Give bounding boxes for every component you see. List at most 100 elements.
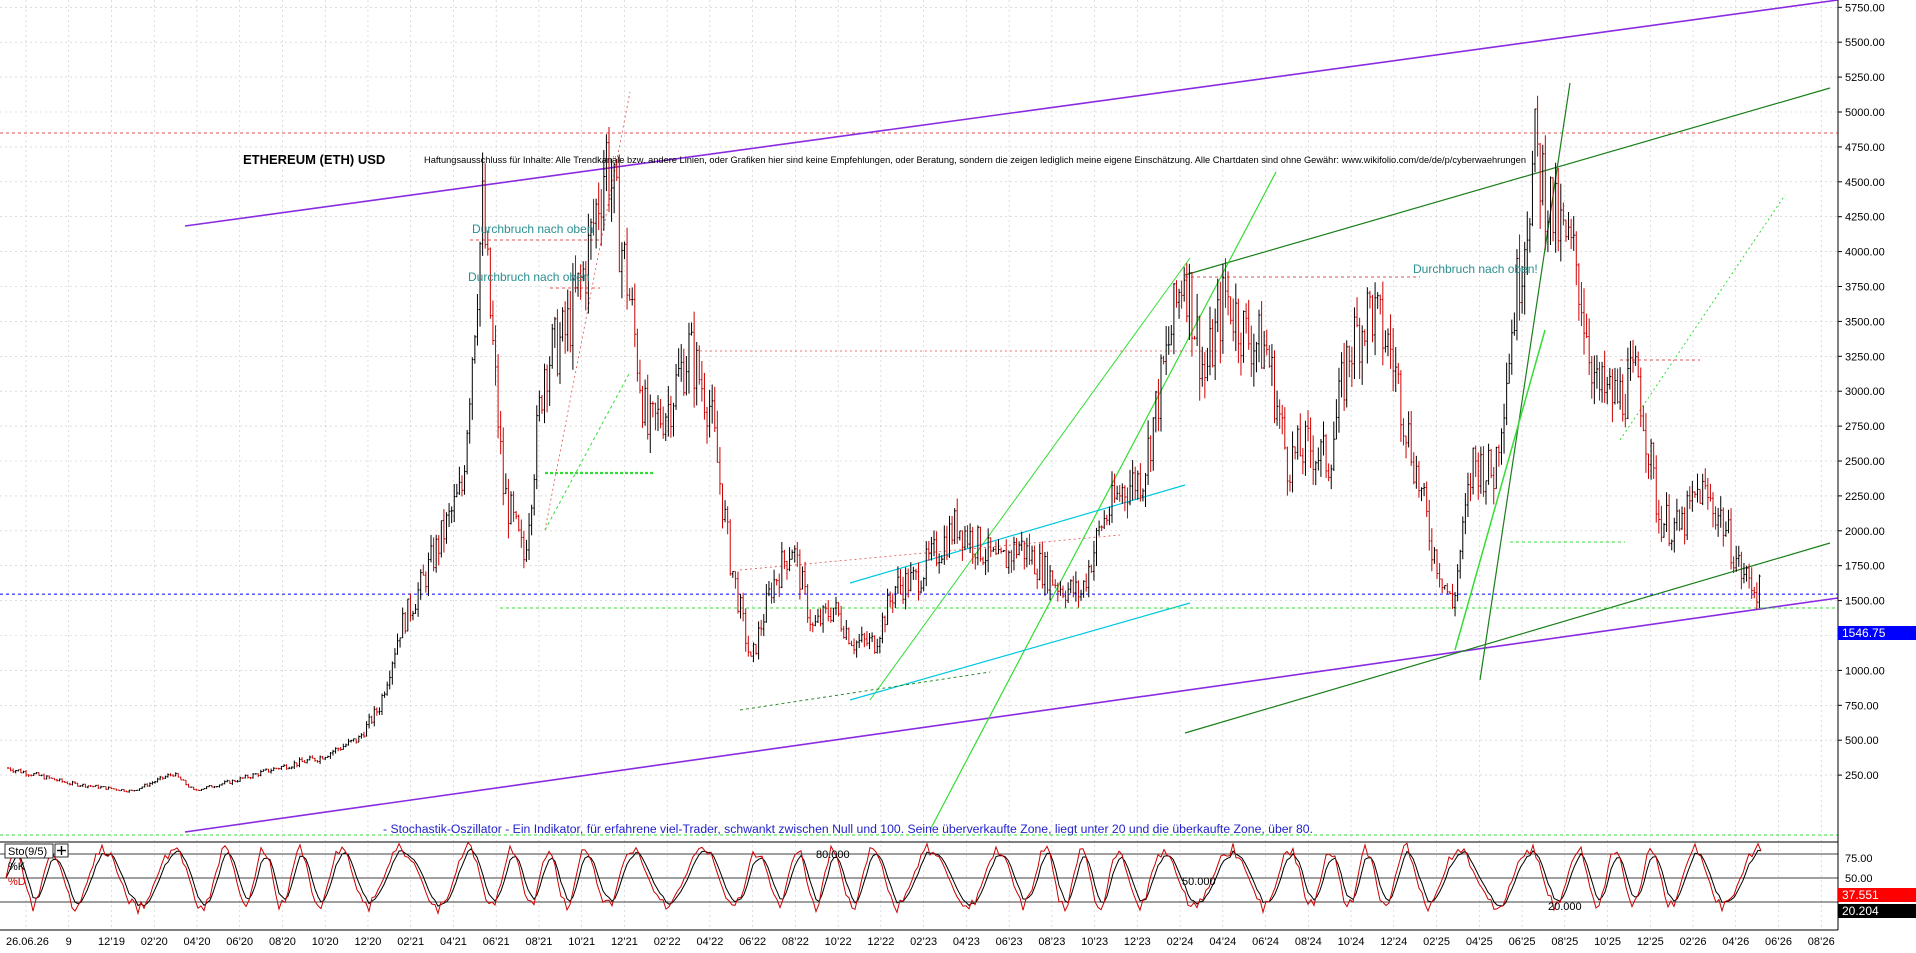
x-tick-label: 04’25 bbox=[1466, 936, 1493, 948]
trend-lime-steep bbox=[1454, 329, 1546, 651]
x-tick-label: 08’21 bbox=[525, 936, 552, 948]
support-green-dotted bbox=[739, 671, 991, 711]
x-tick-label: 04’23 bbox=[953, 936, 980, 948]
x-tick-label: 08’26 bbox=[1808, 936, 1835, 948]
y-tick-label: 250.00 bbox=[1845, 770, 1879, 782]
x-tick-label: 02’26 bbox=[1680, 936, 1707, 948]
x-tick-label: 10’23 bbox=[1081, 936, 1108, 948]
level-20-label: 20.000 bbox=[1548, 901, 1582, 913]
x-tick-label: 06’25 bbox=[1509, 936, 1536, 948]
annotation-breakout-3: Durchbruch nach oben! bbox=[1413, 262, 1538, 276]
level-50-label: 50.000 bbox=[1182, 876, 1216, 888]
x-tick-label: 10’20 bbox=[312, 936, 339, 948]
trend-lime-dotted-right bbox=[1619, 194, 1786, 441]
k-value-badge: 37.551 bbox=[1838, 888, 1916, 902]
x-tick-label: 12’22 bbox=[867, 936, 894, 948]
x-tick-label: 06’20 bbox=[226, 936, 253, 948]
trend-green-steep bbox=[1479, 82, 1571, 681]
x-tick-label: 08’25 bbox=[1551, 936, 1578, 948]
annotation-breakout-1: Durchbruch nach oben bbox=[472, 222, 593, 236]
disclaimer-text: Haftungsausschluss für Inhalte: Alle Tre… bbox=[424, 155, 1526, 166]
x-tick-label: 06’21 bbox=[483, 936, 510, 948]
chart-title: ETHEREUM (ETH) USD bbox=[243, 152, 385, 167]
y-tick-label: 4250.00 bbox=[1845, 212, 1885, 224]
stoch-d-line bbox=[5, 848, 1762, 907]
x-tick-label: 12’21 bbox=[611, 936, 638, 948]
svg-text:1546.75: 1546.75 bbox=[1842, 626, 1886, 640]
x-tick-label: 26.06.26 bbox=[6, 936, 49, 948]
trend-channel-upper bbox=[184, 0, 1839, 227]
y-tick-label: 750.00 bbox=[1845, 700, 1879, 712]
d-label: %D bbox=[8, 876, 26, 888]
resistance-dotted-mid bbox=[739, 534, 1121, 571]
x-tick-label: 02’24 bbox=[1167, 936, 1194, 948]
x-tick-label: 04’21 bbox=[440, 936, 467, 948]
y-tick-label: 2500.00 bbox=[1845, 456, 1885, 468]
stochastic-note: - Stochastik-Oszillator - Ein Indikator,… bbox=[383, 824, 1313, 836]
trend-lime-left bbox=[929, 171, 1277, 831]
trend-green-lower bbox=[1184, 542, 1831, 734]
y-tick-label: 3750.00 bbox=[1845, 282, 1885, 294]
x-tick-label: 08’24 bbox=[1295, 936, 1322, 948]
d-value-badge: 20.204 bbox=[1838, 904, 1916, 918]
x-tick-label: 02’22 bbox=[654, 936, 681, 948]
x-tick-label: 08’22 bbox=[782, 936, 809, 948]
x-tick-label: 12’23 bbox=[1124, 936, 1151, 948]
x-tick-label: 04’22 bbox=[696, 936, 723, 948]
x-tick-label: 02’23 bbox=[910, 936, 937, 948]
svg-text:37.551: 37.551 bbox=[1842, 888, 1879, 902]
x-tick-label: 04’26 bbox=[1722, 936, 1749, 948]
y-tick-label: 4500.00 bbox=[1845, 177, 1885, 189]
y-tick-label: 2000.00 bbox=[1845, 526, 1885, 538]
x-tick-label: 06’22 bbox=[739, 936, 766, 948]
y-tick-label: 1000.00 bbox=[1845, 665, 1885, 677]
indicator-name: Sto(9/5) bbox=[8, 846, 47, 858]
y-tick-label: 1750.00 bbox=[1845, 561, 1885, 573]
x-tick-label: 06’24 bbox=[1252, 936, 1279, 948]
x-tick-label: 08’23 bbox=[1038, 936, 1065, 948]
y-tick-label: 5000.00 bbox=[1845, 107, 1885, 119]
y-tick-label: 2750.00 bbox=[1845, 421, 1885, 433]
svg-text:20.204: 20.204 bbox=[1842, 904, 1879, 918]
x-tick-label: 12’24 bbox=[1380, 936, 1407, 948]
trend-green-upper bbox=[1184, 87, 1831, 276]
trend-channel-lower bbox=[184, 597, 1839, 833]
x-tick-label: 04’24 bbox=[1209, 936, 1236, 948]
y-tick-label: 3000.00 bbox=[1845, 386, 1885, 398]
trend-cyan-lower bbox=[849, 602, 1191, 701]
y-tick-label: 4000.00 bbox=[1845, 247, 1885, 259]
x-tick-label: 12’25 bbox=[1637, 936, 1664, 948]
y-tick-label: 500.00 bbox=[1845, 735, 1879, 747]
stoch-y-tick-label: 50.00 bbox=[1845, 873, 1873, 885]
y-tick-label: 5500.00 bbox=[1845, 37, 1885, 49]
x-tick-label: 02’20 bbox=[141, 936, 168, 948]
stoch-k-line bbox=[5, 841, 1762, 916]
x-tick-label: 12’19 bbox=[98, 936, 125, 948]
x-tick-label: 10’21 bbox=[568, 936, 595, 948]
x-tick-label: 08’20 bbox=[269, 936, 296, 948]
x-tick-label: 9 bbox=[66, 936, 72, 948]
annotation-breakout-2: Durchbruch nach oben bbox=[468, 270, 589, 284]
y-tick-label: 5250.00 bbox=[1845, 72, 1885, 84]
x-tick-label: 02’25 bbox=[1423, 936, 1450, 948]
current-price-badge: 1546.75 bbox=[1838, 626, 1916, 640]
x-tick-label: 06’23 bbox=[996, 936, 1023, 948]
y-tick-label: 3500.00 bbox=[1845, 316, 1885, 328]
x-tick-label: 10’25 bbox=[1594, 936, 1621, 948]
x-tick-label: 04’20 bbox=[184, 936, 211, 948]
x-tick-label: 10’22 bbox=[825, 936, 852, 948]
k-label: %K bbox=[8, 861, 26, 873]
y-tick-label: 1500.00 bbox=[1845, 596, 1885, 608]
y-tick-label: 3250.00 bbox=[1845, 351, 1885, 363]
x-tick-label: 02’21 bbox=[397, 936, 424, 948]
x-tick-label: 10’24 bbox=[1338, 936, 1365, 948]
y-tick-label: 2250.00 bbox=[1845, 491, 1885, 503]
trend-red-dotted bbox=[544, 91, 631, 531]
trend-cyan-upper bbox=[849, 484, 1186, 584]
x-tick-label: 12’20 bbox=[354, 936, 381, 948]
y-tick-label: 5750.00 bbox=[1845, 2, 1885, 14]
y-tick-label: 4750.00 bbox=[1845, 142, 1885, 154]
stoch-y-tick-label: 75.00 bbox=[1845, 853, 1873, 865]
